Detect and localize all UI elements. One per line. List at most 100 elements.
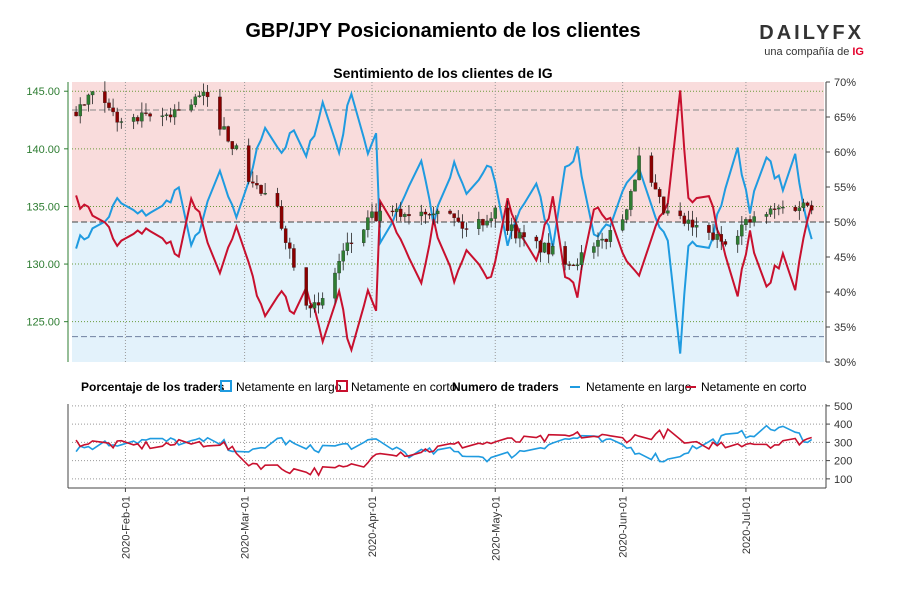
candle-body — [172, 109, 177, 118]
candle-body — [316, 302, 321, 306]
candle-body — [777, 207, 781, 210]
candle-body — [308, 305, 313, 309]
candle-body — [633, 179, 637, 192]
candle-body — [427, 214, 432, 216]
date-tick-label: 2020-Mar-01 — [240, 496, 252, 559]
candle-body — [275, 192, 280, 207]
candle-body — [435, 210, 440, 215]
candle-body — [189, 104, 193, 111]
candle-body — [522, 232, 526, 238]
candle-body — [168, 114, 173, 118]
legend-num-short-label: Netamente en corto — [701, 380, 807, 394]
candle-body — [579, 252, 584, 266]
date-tick-label: 2020-Feb-01 — [120, 496, 132, 559]
candle-body — [707, 225, 711, 233]
candle-body — [86, 94, 91, 105]
pct-tick-label: 70% — [834, 77, 856, 89]
pct-tick-label: 40% — [834, 287, 856, 299]
candle-body — [374, 211, 378, 222]
legend-pct-short-label: Netamente en corto — [351, 380, 457, 394]
legend-short-box — [336, 380, 348, 392]
candle-body — [349, 242, 354, 244]
candle-body — [82, 104, 87, 106]
candle-body — [772, 208, 777, 210]
candle-body — [781, 206, 785, 209]
candle-body — [111, 107, 115, 113]
candle-body — [477, 219, 481, 229]
candle-body — [719, 234, 724, 242]
pct-long-line — [75, 90, 813, 354]
brand-tagline-text: una compañía de — [764, 46, 850, 58]
candle-body — [694, 225, 699, 228]
candle-body — [423, 211, 428, 215]
candle-body — [571, 264, 576, 267]
candle-body — [255, 183, 259, 186]
date-tick-label: 2020-Jul-01 — [741, 496, 753, 554]
candle-body — [115, 111, 119, 123]
candle-body — [686, 219, 691, 224]
candle-body — [666, 210, 670, 214]
candle-body — [711, 232, 715, 240]
candle-body — [201, 91, 206, 96]
pct-tick-label: 55% — [834, 182, 856, 194]
candle-body — [464, 228, 469, 230]
candle-body — [103, 91, 107, 103]
candle-body — [620, 219, 625, 231]
candle-body — [370, 211, 374, 218]
legend-pct-title: Porcentaje de los traders — [81, 380, 225, 394]
candle-body — [140, 112, 144, 122]
chart-subtitle: Sentimiento de los clientes de IG — [333, 65, 553, 81]
candle-body — [362, 229, 366, 243]
candle-body — [193, 96, 198, 105]
candle-body — [177, 109, 181, 111]
candle-body — [74, 111, 78, 117]
candle-body — [197, 95, 202, 98]
candle-body — [809, 205, 814, 211]
candle-body — [460, 221, 465, 229]
candle-body — [263, 192, 267, 195]
num-tick-label: 500 — [834, 401, 852, 413]
candle-body — [505, 207, 510, 231]
candle-body — [288, 242, 292, 249]
candle-body — [629, 191, 633, 210]
candle-body — [419, 211, 424, 217]
candle-body — [489, 218, 493, 222]
price-tick-label: 145.00 — [26, 86, 60, 98]
candle-body — [546, 242, 551, 255]
date-tick-label: 2020-May-01 — [490, 496, 502, 561]
price-tick-label: 140.00 — [26, 144, 60, 156]
candle-body — [90, 91, 95, 96]
candle-body — [452, 213, 456, 219]
candle-body — [567, 264, 571, 266]
candle-body — [131, 117, 136, 122]
num-long-line — [75, 424, 813, 463]
legend-num-long-label: Netamente en largo — [586, 380, 692, 394]
candle-body — [337, 261, 341, 274]
candle-body — [234, 145, 239, 149]
candle-body — [493, 207, 498, 219]
candle-body — [394, 208, 399, 212]
num-tick-label: 300 — [834, 437, 852, 449]
candle-body — [801, 202, 806, 208]
candle-body — [551, 246, 555, 255]
candle-body — [345, 242, 350, 251]
candle-body — [764, 214, 769, 217]
candle-body — [563, 246, 567, 265]
candle-body — [653, 182, 658, 190]
candle-body — [518, 232, 522, 239]
candle-body — [259, 184, 263, 194]
legend-num-title: Numero de traders — [452, 380, 559, 394]
candle-body — [431, 213, 436, 216]
candle-body — [246, 145, 251, 182]
candle-body — [222, 126, 226, 130]
candle-body — [320, 298, 325, 306]
candle-body — [390, 210, 395, 213]
candle-body — [682, 215, 687, 224]
candle-body — [378, 210, 382, 222]
candle-body — [135, 117, 140, 122]
date-tick-label: 2020-Jun-01 — [618, 496, 630, 558]
candle-body — [657, 189, 662, 197]
price-tick-label: 125.00 — [26, 317, 60, 329]
num-short-line — [75, 427, 812, 477]
